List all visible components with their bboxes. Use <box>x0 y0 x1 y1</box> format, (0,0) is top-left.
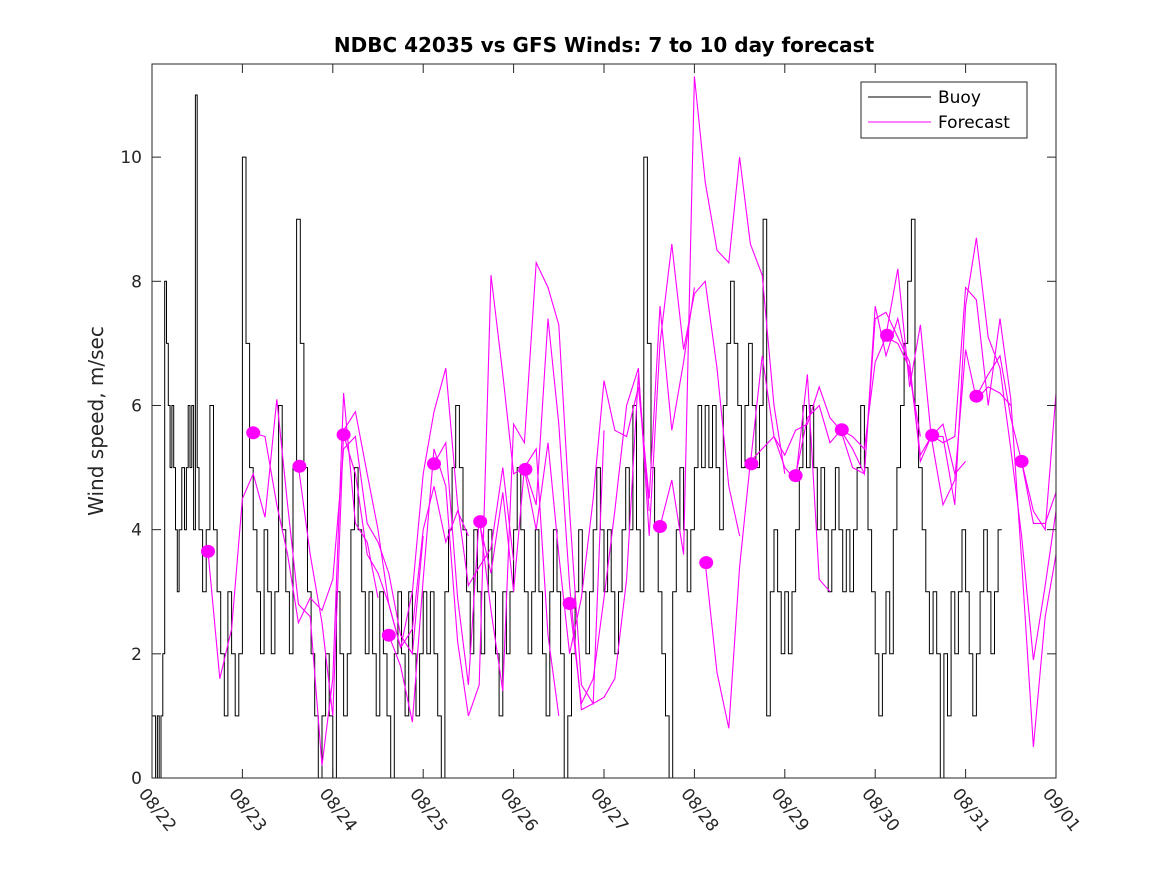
forecast-run-line <box>253 432 424 656</box>
forecast-marker <box>653 520 667 533</box>
forecast-run-line <box>569 244 741 706</box>
forecast-marker <box>473 515 488 529</box>
forecast-run-line <box>885 237 1057 661</box>
y-tick-label: 6 <box>131 396 142 416</box>
forecast-marker <box>880 328 894 342</box>
forecast-marker <box>336 428 351 442</box>
marker-layer <box>201 328 1029 642</box>
forecast-marker <box>925 428 940 442</box>
y-tick-label: 4 <box>131 521 142 541</box>
chart-title: NDBC 42035 vs GFS Winds: 7 to 10 day for… <box>334 33 875 57</box>
y-axis: 0 2 4 6 8 10 <box>120 148 1056 789</box>
forecast-marker <box>969 389 984 403</box>
forecast-run-line <box>1021 393 1057 532</box>
forecast-marker <box>744 457 759 471</box>
forecast-marker <box>518 462 533 476</box>
forecast-run-line <box>433 260 605 706</box>
forecast-run-line <box>343 368 515 648</box>
y-tick-label: 8 <box>131 272 142 292</box>
forecast-marker <box>201 544 215 558</box>
forecast-marker <box>381 628 396 642</box>
legend-box <box>860 81 1028 139</box>
forecast-run-line <box>659 76 786 555</box>
forecast-marker <box>834 423 849 437</box>
forecast-run-line <box>930 286 1057 748</box>
forecast-marker <box>562 597 577 610</box>
forecast-run-line <box>704 374 831 729</box>
legend-label-forecast: Forecast <box>938 113 1010 133</box>
forecast-marker <box>292 459 307 473</box>
forecast-run-line <box>388 275 560 723</box>
forecast-marker <box>788 469 803 483</box>
series-layer <box>152 76 1057 779</box>
forecast-run-line <box>975 354 1057 524</box>
legend-label-buoy: Buoy <box>938 88 981 108</box>
plot-area <box>152 64 1056 778</box>
y-tick-label: 0 <box>131 769 142 789</box>
forecast-marker <box>427 457 441 471</box>
y-tick-label: 10 <box>120 148 142 168</box>
forecast-run-line <box>795 311 967 476</box>
forecast-run-line <box>478 318 650 711</box>
forecast-run-line <box>297 410 469 716</box>
y-tick-label: 2 <box>131 645 142 665</box>
forecast-marker <box>1014 454 1029 468</box>
legend: Buoy Forecast <box>860 81 1028 139</box>
buoy-series-line <box>152 94 1002 779</box>
forecast-run-line <box>523 287 695 654</box>
y-axis-label: Wind speed, m/sec <box>84 326 108 516</box>
forecast-marker <box>246 426 261 440</box>
forecast-marker <box>699 556 714 570</box>
forecast-run-line <box>207 393 379 766</box>
